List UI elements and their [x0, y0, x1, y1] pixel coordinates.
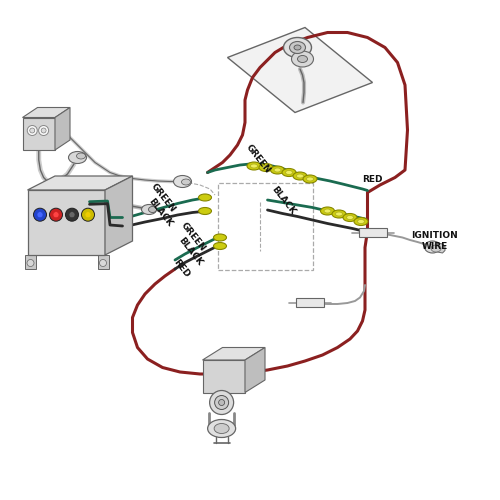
Ellipse shape	[306, 177, 314, 181]
Text: GREEN: GREEN	[178, 220, 206, 252]
Ellipse shape	[354, 218, 368, 226]
Ellipse shape	[85, 212, 91, 218]
Ellipse shape	[100, 260, 106, 266]
Ellipse shape	[218, 400, 224, 406]
Ellipse shape	[270, 166, 284, 174]
Polygon shape	[228, 28, 372, 112]
Ellipse shape	[286, 170, 292, 174]
Ellipse shape	[431, 245, 441, 252]
Ellipse shape	[346, 216, 354, 220]
Ellipse shape	[336, 212, 342, 216]
Ellipse shape	[208, 420, 236, 438]
Ellipse shape	[332, 210, 346, 218]
Bar	[218, 182, 312, 270]
Ellipse shape	[259, 164, 273, 172]
Text: GREEN: GREEN	[244, 143, 272, 175]
Ellipse shape	[41, 128, 46, 133]
Ellipse shape	[262, 166, 270, 170]
Ellipse shape	[37, 212, 43, 218]
Ellipse shape	[82, 208, 94, 221]
Ellipse shape	[294, 45, 301, 50]
Ellipse shape	[34, 208, 46, 221]
Ellipse shape	[214, 424, 229, 434]
Ellipse shape	[358, 220, 364, 224]
Ellipse shape	[292, 51, 314, 67]
Ellipse shape	[30, 128, 35, 133]
Text: GREEN: GREEN	[148, 182, 176, 214]
Ellipse shape	[290, 42, 306, 54]
Ellipse shape	[274, 168, 281, 172]
Ellipse shape	[182, 179, 190, 185]
Bar	[28, 190, 105, 255]
Bar	[22, 118, 55, 150]
Ellipse shape	[250, 164, 258, 168]
Text: RED: RED	[171, 258, 191, 280]
Bar	[358, 228, 386, 237]
Polygon shape	[22, 108, 70, 118]
Ellipse shape	[214, 234, 226, 241]
Ellipse shape	[142, 204, 156, 214]
Ellipse shape	[198, 208, 211, 214]
Ellipse shape	[148, 206, 156, 212]
Ellipse shape	[27, 260, 34, 266]
Ellipse shape	[50, 208, 62, 221]
Ellipse shape	[38, 126, 48, 136]
Ellipse shape	[53, 212, 59, 218]
Ellipse shape	[76, 153, 86, 159]
Text: BLACK: BLACK	[176, 236, 204, 268]
Ellipse shape	[174, 176, 192, 188]
Polygon shape	[438, 243, 445, 253]
Ellipse shape	[210, 390, 234, 414]
Ellipse shape	[247, 162, 261, 170]
Ellipse shape	[66, 208, 78, 221]
Ellipse shape	[214, 242, 226, 250]
Bar	[202, 360, 245, 392]
Ellipse shape	[214, 396, 228, 409]
Bar	[296, 298, 324, 307]
Text: RED: RED	[362, 176, 383, 184]
Polygon shape	[105, 176, 132, 255]
Bar	[25, 255, 36, 269]
Ellipse shape	[282, 168, 296, 176]
Ellipse shape	[198, 194, 211, 201]
Ellipse shape	[320, 207, 334, 215]
Polygon shape	[28, 176, 132, 190]
Bar	[98, 255, 108, 269]
Ellipse shape	[68, 152, 86, 164]
Polygon shape	[245, 348, 265, 393]
Ellipse shape	[298, 56, 308, 62]
Ellipse shape	[27, 126, 37, 136]
Ellipse shape	[324, 209, 331, 213]
Text: IGNITION
WIRE: IGNITION WIRE	[412, 230, 459, 252]
Ellipse shape	[293, 172, 307, 180]
Ellipse shape	[343, 214, 357, 222]
Ellipse shape	[284, 38, 312, 58]
Ellipse shape	[296, 174, 304, 178]
Polygon shape	[55, 108, 70, 150]
Ellipse shape	[303, 175, 317, 183]
Ellipse shape	[424, 241, 440, 253]
Polygon shape	[202, 348, 265, 360]
Ellipse shape	[69, 212, 75, 218]
Text: BLACK: BLACK	[270, 185, 297, 217]
Text: BLACK: BLACK	[146, 196, 174, 228]
